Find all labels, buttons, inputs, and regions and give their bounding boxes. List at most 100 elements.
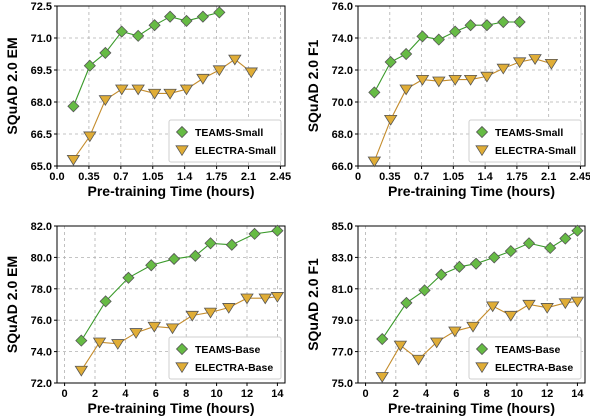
x-axis-title: Pre-training Time (hours) (88, 183, 255, 199)
x-tick-label: 0 (363, 388, 369, 400)
legend-label: ELECTRA-Small (495, 145, 576, 157)
data-point-teams (148, 19, 161, 32)
legend-marker-electra (475, 362, 489, 374)
x-tick-label: 1.05 (142, 171, 163, 183)
legend: TEAMS-Small ELECTRA-Small (168, 119, 282, 163)
data-point-electra (522, 299, 536, 311)
data-point-electra (98, 95, 113, 107)
data-point-electra (485, 301, 500, 313)
data-point-teams (464, 19, 477, 32)
y-tick-label: 69.5 (31, 65, 52, 77)
y-tick-label: 85.0 (332, 221, 353, 233)
x-tick-label: 6 (453, 388, 459, 400)
y-tick-label: 76.0 (332, 1, 353, 13)
data-point-teams (400, 47, 413, 61)
legend-label: TEAMS-Small (495, 127, 563, 139)
data-point-teams (248, 227, 261, 240)
data-point-teams (67, 100, 80, 113)
series-line-teams (80, 230, 278, 341)
data-point-electra (66, 154, 81, 166)
legend-marker-teams (475, 342, 489, 356)
x-tick-label: 8 (484, 388, 490, 400)
data-point-electra (163, 88, 177, 100)
legend-marker-teams (175, 125, 189, 139)
data-point-electra (83, 131, 97, 143)
chart-panel-2: 0 0.35 0.7 1.05 1.4 1.75 2.1 2.45 66.0 68.0 70.0 72… (305, 1, 590, 199)
x-tick-label: 2 (92, 388, 98, 400)
data-point-teams (418, 284, 431, 297)
y-tick-label: 83.0 (332, 252, 353, 264)
legend-label: ELECTRA-Base (495, 362, 573, 374)
y-tick-label: 66.5 (31, 129, 52, 141)
x-tick-label: 0.0 (49, 171, 64, 183)
data-point-electra (512, 57, 527, 69)
y-axis-title: SQuAD 2.0 F1 (305, 40, 321, 133)
data-point-electra (448, 326, 462, 338)
x-tick-label: 0.7 (113, 171, 128, 183)
y-tick-label: 77.0 (332, 347, 353, 359)
x-tick-label: 12 (541, 388, 553, 400)
data-point-electra (147, 88, 162, 100)
data-point-electra (540, 303, 554, 314)
data-point-electra (185, 310, 200, 322)
y-tick-label: 79.0 (332, 315, 353, 327)
data-point-teams (384, 55, 397, 69)
data-point-electra (165, 323, 180, 335)
data-point-teams (132, 29, 145, 42)
x-tick-label: 0.7 (414, 171, 429, 183)
legend-box (468, 119, 582, 163)
data-point-electra (544, 59, 559, 70)
legend-box (168, 119, 282, 163)
data-point-teams (449, 25, 462, 38)
data-point-electra (432, 76, 446, 88)
data-point-electra (504, 310, 518, 322)
data-point-teams (571, 224, 584, 237)
chart-panel-3: 0 2 4 6 8 10 12 14 72.0 74.0 76.0 78.0 80.0 82.0 Pre-t… (4, 221, 286, 416)
data-point-electra (131, 84, 145, 96)
data-point-teams (75, 334, 88, 347)
y-tick-label: 80.0 (31, 252, 52, 264)
data-point-electra (463, 75, 478, 86)
data-point-electra (179, 84, 194, 96)
x-tick-label: 1.75 (506, 171, 527, 183)
plot-frame (357, 225, 586, 384)
y-axis-title: SQuAD 2.0 F1 (305, 258, 321, 351)
data-point-electra (212, 65, 227, 77)
legend-label: ELECTRA-Base (195, 362, 273, 374)
x-tick-label: 10 (511, 388, 523, 400)
data-point-electra (558, 298, 573, 310)
chart-panel-4: 0 2 4 6 8 10 12 14 75.0 77.0 79.0 81.0 83.0 85.0 Pre-t… (305, 221, 586, 416)
x-tick-label: 14 (571, 388, 584, 400)
legend-box (168, 336, 282, 380)
data-point-teams (189, 249, 202, 262)
x-tick-label: 4 (122, 388, 129, 400)
legend: TEAMS-Base ELECTRA-Base (468, 336, 582, 380)
x-tick-label: 1.75 (206, 171, 227, 183)
data-point-electra (196, 73, 210, 85)
data-point-electra (228, 54, 242, 66)
data-point-electra (74, 365, 89, 377)
y-tick-label: 82.0 (31, 221, 52, 233)
y-axis-title: SQuAD 2.0 EM (4, 256, 20, 353)
data-point-electra (448, 75, 462, 86)
legend-label: TEAMS-Base (195, 344, 261, 356)
x-tick-label: 0.35 (78, 171, 99, 183)
y-tick-label: 74.0 (332, 33, 353, 45)
legend-marker-electra (475, 145, 489, 157)
y-tick-label: 74.0 (31, 347, 52, 359)
data-point-electra (244, 67, 258, 79)
data-point-electra (367, 156, 382, 168)
data-point-teams (115, 25, 128, 38)
data-point-electra (383, 115, 398, 126)
data-point-teams (480, 19, 494, 32)
data-point-electra (570, 296, 585, 308)
x-tick-label: 0 (62, 388, 68, 400)
data-point-electra (240, 293, 254, 305)
data-point-teams (513, 15, 526, 29)
legend-marker-electra (175, 362, 189, 374)
y-tick-label: 72.0 (31, 378, 52, 390)
legend: TEAMS-Small ELECTRA-Small (468, 119, 582, 163)
data-point-electra (415, 75, 430, 86)
series-line-teams (373, 21, 520, 93)
